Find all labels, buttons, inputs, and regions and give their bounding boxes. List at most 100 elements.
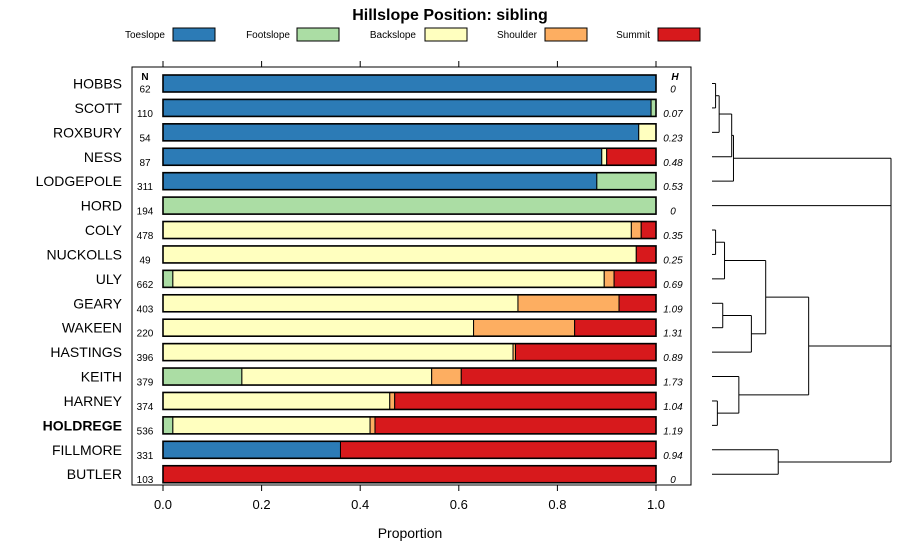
category-label: HOBBS bbox=[73, 76, 122, 92]
legend-label: Shoulder bbox=[497, 30, 538, 41]
bar-segment bbox=[162, 367, 243, 386]
category-label: WAKEEN bbox=[62, 320, 122, 336]
bar-outline bbox=[162, 123, 657, 142]
bar-outline bbox=[162, 464, 657, 484]
bar-segment bbox=[640, 221, 657, 240]
legend-label: Footslope bbox=[246, 30, 290, 41]
bar-segment bbox=[374, 416, 657, 435]
x-tick-label: 0.6 bbox=[450, 497, 468, 512]
n-value: 311 bbox=[137, 182, 153, 193]
n-value: 403 bbox=[137, 304, 154, 315]
category-label: HASTINGS bbox=[50, 344, 122, 360]
category-label: HOLDREGE bbox=[43, 417, 122, 433]
bar-segment bbox=[162, 343, 514, 362]
h-value: 1.19 bbox=[663, 426, 683, 437]
legend-swatch bbox=[544, 27, 588, 42]
category-label: GEARY bbox=[73, 295, 122, 311]
h-header: H bbox=[671, 72, 679, 83]
bar-segment bbox=[630, 221, 642, 240]
bar-segment bbox=[638, 123, 657, 142]
chart-title: Hillslope Position: sibling bbox=[352, 7, 548, 24]
n-header: N bbox=[141, 72, 148, 83]
bar-outline bbox=[162, 440, 657, 460]
bar-outline bbox=[162, 367, 657, 386]
h-value: 0.35 bbox=[663, 231, 683, 242]
bar-segment bbox=[162, 465, 657, 484]
bar-segment bbox=[517, 294, 620, 313]
bar-outline bbox=[162, 196, 657, 215]
n-value: 54 bbox=[139, 133, 151, 144]
h-value: 0.89 bbox=[663, 353, 683, 364]
bar-outline bbox=[162, 245, 657, 264]
bar-segment bbox=[460, 367, 657, 386]
legend-label: Backslope bbox=[370, 30, 417, 41]
category-label: HORD bbox=[81, 198, 122, 214]
category-label: COLY bbox=[85, 222, 123, 238]
bar-segment bbox=[162, 294, 519, 313]
legend-swatch bbox=[424, 27, 468, 42]
legend-swatch bbox=[296, 27, 340, 42]
category-label: HARNEY bbox=[64, 393, 123, 409]
n-value: 103 bbox=[137, 475, 154, 486]
top-ticks bbox=[162, 61, 657, 67]
n-value: 220 bbox=[137, 329, 154, 340]
legend-label: Toeslope bbox=[125, 30, 165, 41]
x-tick-label: 0.2 bbox=[253, 497, 271, 512]
x-tick-label: 0.0 bbox=[154, 497, 172, 512]
bar-segment bbox=[369, 416, 376, 435]
legend: Toeslope Footslope Backslope Shoulder Summit bbox=[125, 27, 701, 42]
h-value: 1.73 bbox=[663, 378, 683, 389]
category-labels: HOBBS SCOTT ROXBURY NESS LODGEPOLE HORD COLY NU… bbox=[36, 76, 123, 483]
x-tick-label: 0.4 bbox=[351, 497, 369, 512]
bar-segment bbox=[162, 269, 174, 288]
n-value: 331 bbox=[137, 451, 154, 462]
h-value: 0.25 bbox=[663, 255, 683, 266]
category-label: ULY bbox=[96, 271, 123, 287]
bar-outline bbox=[162, 269, 657, 289]
bar-outline bbox=[162, 220, 657, 240]
bars bbox=[162, 74, 657, 484]
bar-segment bbox=[613, 269, 657, 288]
bar-segment bbox=[162, 391, 391, 410]
bar-outline bbox=[162, 293, 657, 313]
category-label: NUCKOLLS bbox=[47, 246, 122, 262]
x-tick-label: 1.0 bbox=[647, 497, 665, 512]
n-values: 62 110 54 87 311 194 478 49 662 403 220 396 379 374 53… bbox=[137, 85, 154, 487]
n-value: 49 bbox=[139, 255, 151, 266]
bar-segment bbox=[172, 416, 371, 435]
bar-segment bbox=[635, 245, 657, 264]
bar-segment bbox=[162, 440, 341, 459]
bar-segment bbox=[162, 98, 652, 117]
bar-segment bbox=[162, 416, 174, 435]
legend-swatch bbox=[172, 27, 216, 42]
bar-outline bbox=[162, 74, 657, 93]
bar-outline bbox=[162, 98, 657, 118]
h-value: 0 bbox=[670, 85, 676, 96]
n-value: 379 bbox=[137, 378, 154, 389]
bar-segment bbox=[162, 123, 640, 142]
legend-label: Summit bbox=[616, 30, 650, 41]
n-value: 62 bbox=[139, 85, 151, 96]
bar-segment bbox=[162, 245, 637, 264]
h-value: 0.23 bbox=[663, 133, 683, 144]
bar-segment bbox=[618, 294, 657, 313]
bar-segment bbox=[574, 318, 657, 337]
n-value: 662 bbox=[137, 280, 154, 291]
h-value: 0.48 bbox=[663, 158, 683, 169]
bar-segment bbox=[162, 318, 475, 337]
category-label: BUTLER bbox=[67, 466, 122, 482]
bar-segment bbox=[162, 172, 598, 191]
bar-segment bbox=[394, 391, 657, 410]
bar-segment bbox=[172, 269, 605, 288]
bar-segment bbox=[596, 172, 657, 191]
bar-segment bbox=[162, 196, 657, 215]
bar-segment bbox=[601, 147, 608, 166]
h-value: 0 bbox=[670, 475, 676, 486]
h-value: 0 bbox=[670, 207, 676, 218]
bar-segment bbox=[162, 147, 603, 166]
bar-segment bbox=[431, 367, 462, 386]
category-label: FILLMORE bbox=[52, 442, 122, 458]
bar-segment bbox=[606, 147, 657, 166]
x-axis-label: Proportion bbox=[378, 525, 443, 541]
